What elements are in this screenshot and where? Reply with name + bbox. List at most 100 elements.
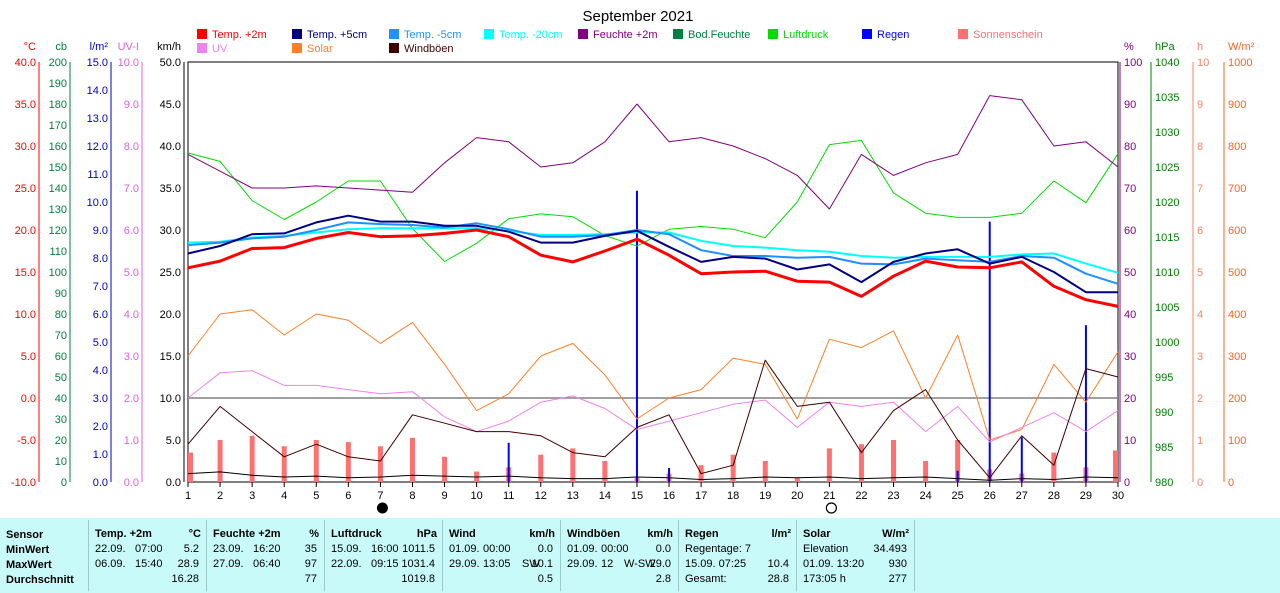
sunshine-bar [570, 448, 576, 482]
axis-tick-label: 5.0 [166, 435, 181, 447]
axis-tick-label: 80 [1124, 141, 1136, 153]
legend-label: Windböen [404, 43, 454, 55]
axis-tick-label: 10.0 [118, 57, 139, 69]
x-tick-label: 2 [217, 490, 223, 502]
axis-tick-label: 40 [1124, 309, 1136, 321]
axis-tick-label: 40.0 [15, 57, 36, 69]
axis-tick-label: 0 [1197, 477, 1203, 489]
stats-cell: 16:00 [371, 543, 399, 555]
axis-unit-label: % [1124, 41, 1134, 53]
axis-tick-label: 20.0 [15, 225, 36, 237]
axis-tick-label: 150 [49, 162, 67, 174]
axis-tick-label: 3.0 [124, 351, 139, 363]
x-tick-label: 6 [345, 490, 351, 502]
axis-tick-label: 2.0 [124, 393, 139, 405]
legend-swatch [862, 29, 872, 39]
stats-sensor-panel: Sensor MinWert MaxWert Durchschnitt [0, 518, 88, 593]
stats-cell: 01.09. [449, 543, 480, 555]
axis-tick-label: 5.0 [93, 337, 108, 349]
stats-panel-title: Windböen [567, 528, 621, 540]
plot-area [187, 61, 1119, 483]
stats-panel-unit: hPa [416, 528, 437, 540]
axis-tick-label: 8 [1197, 141, 1203, 153]
axis-tick-label: 20.0 [160, 309, 181, 321]
axis-tick-label: 600 [1228, 225, 1246, 237]
stats-cell: 10.4 [767, 558, 789, 570]
sunshine-bar [794, 477, 800, 482]
rain-bar [1084, 325, 1087, 482]
stats-panel-title: Luftdruck [331, 528, 382, 540]
axis-tick-label: 0.0 [93, 477, 108, 489]
stats-panel-unit: % [309, 528, 319, 540]
legend-swatch [958, 29, 968, 39]
x-tick-label: 27 [1016, 490, 1028, 502]
axis-tick-label: 5.0 [21, 351, 36, 363]
line-series [187, 95, 1119, 481]
stats-separator [796, 520, 797, 591]
axis-tick-label: 14.0 [87, 85, 108, 97]
sunshine-bar [1113, 450, 1118, 482]
stats-panel-unit: W/m² [882, 528, 909, 540]
stats-cell: 27.09. [213, 558, 244, 570]
axis-tick-label: 900 [1228, 99, 1246, 111]
series-line-temp-5cm [187, 214, 1118, 294]
axis-unit-label: °C [24, 41, 36, 53]
stats-separator [560, 520, 561, 591]
stats-cell: 5.2 [183, 543, 199, 555]
axis-tick-label: 9 [1197, 99, 1203, 111]
legend-label: Luftdruck [783, 29, 829, 41]
axis-tick-label: 12.0 [87, 141, 108, 153]
legend-swatch [389, 29, 399, 39]
axis-tick-label: 1015 [1155, 232, 1179, 244]
stats-cell: 1031.4 [401, 558, 435, 570]
sunshine-bar [345, 442, 351, 482]
chart-title: September 2021 [583, 8, 694, 25]
axis-tick-label: 6.0 [93, 309, 108, 321]
axis-tick-label: 10 [1197, 57, 1209, 69]
x-tick-label: 9 [441, 490, 447, 502]
axis-tick-label: 3 [1197, 351, 1203, 363]
stats-panel-title: Regen [685, 528, 719, 540]
stats-panel-luftdruck: Luftdruck hPa 15.09. 16:00 1011.5 22.09. 09:15… [325, 518, 443, 593]
axis-tick-label: 0 [1124, 477, 1130, 489]
stats-panel-unit: km/h [529, 528, 555, 540]
axis-tick-label: 170 [49, 120, 67, 132]
x-tick-label: 17 [695, 490, 707, 502]
sunshine-bar [249, 435, 255, 482]
axis-tick-label: 0.0 [166, 477, 181, 489]
sunshine-bar [762, 461, 768, 482]
axis-tick-label: 30 [1124, 351, 1136, 363]
axis-unit-label: hPa [1155, 41, 1175, 53]
x-tick-label: 23 [887, 490, 899, 502]
full-moon-icon [825, 502, 837, 514]
stats-cell: 16:20 [253, 543, 281, 555]
sunshine-bar [409, 437, 415, 482]
axis-tick-label: 0.0 [21, 393, 36, 405]
axis-tick-label: 45.0 [160, 99, 181, 111]
axis-tick-label: 190 [49, 78, 67, 90]
stats-panel-title: Temp. +2m [95, 528, 152, 540]
stats-cell: 22.09. [95, 543, 126, 555]
x-axis: 1 2 3 4 5 6 7 8 9 10 11 12 13 14 15 16 17 18 19 20 21 22 23 24 2… [185, 482, 1124, 514]
x-tick-label: 15 [631, 490, 643, 502]
axis-tick-label: 60 [55, 351, 67, 363]
x-tick-label: 22 [855, 490, 867, 502]
stats-cell: 15:40 [135, 558, 163, 570]
stats-cell: 15.09. 07:25 [685, 558, 747, 570]
axis-tick-label: 500 [1228, 267, 1246, 279]
stats-cell: 07:00 [135, 543, 163, 555]
rain-bar [507, 442, 510, 482]
series-line-feuchte-2m [187, 95, 1119, 210]
axis-tick-label: 1.0 [93, 449, 108, 461]
axis-tick-label: 15.0 [15, 267, 36, 279]
sunshine-bar [281, 446, 287, 482]
sunshine-bar [955, 440, 961, 482]
axis-tick-label: 70 [55, 330, 67, 342]
axis-tick-label: 2.0 [93, 421, 108, 433]
stats-panel-temp: Temp. +2m °C 22.09. 07:00 5.2 06.09. 15:40 28.9… [89, 518, 207, 593]
stats-cell: 2.8 [655, 573, 671, 585]
axis-tick-label: 7 [1197, 183, 1203, 195]
axis-tick-label: 0.0 [124, 477, 139, 489]
axis-tick-label: 15.0 [87, 57, 108, 69]
axis-tick-label: 7.0 [93, 281, 108, 293]
